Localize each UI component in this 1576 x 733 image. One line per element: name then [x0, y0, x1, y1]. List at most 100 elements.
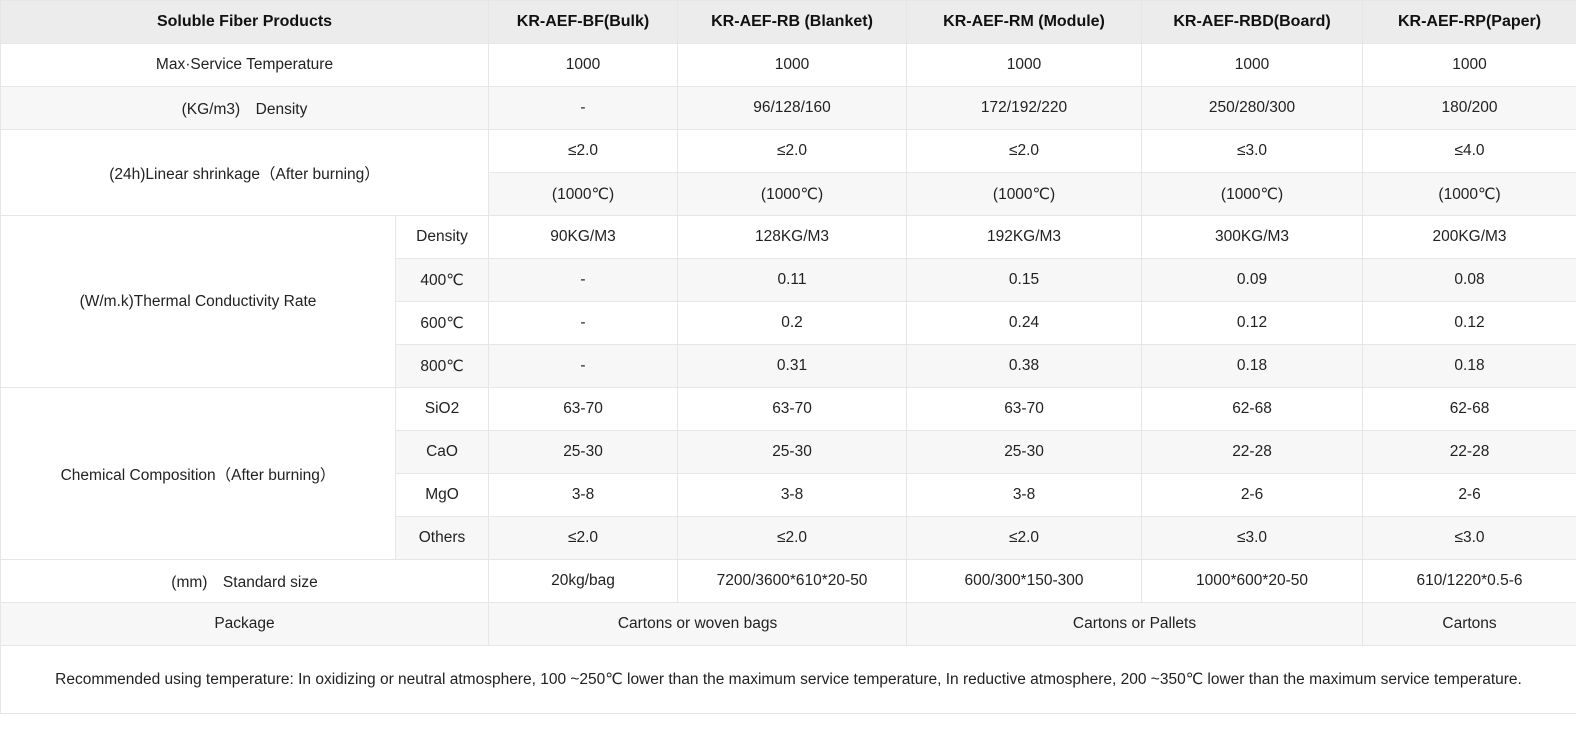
- row-max-temp: Max·Service Temperature 1000 1000 1000 1…: [0, 43, 1576, 87]
- row-label: Max·Service Temperature: [0, 43, 490, 87]
- cell: 63-70: [488, 387, 679, 431]
- row-shrinkage: (24h)Linear shrinkage（After burning） ≤2.…: [0, 129, 1576, 216]
- cell: ≤2.0: [677, 129, 908, 173]
- cell: 1000: [1362, 43, 1576, 87]
- cell: 96/128/160: [677, 86, 908, 130]
- row-label: (KG/m3) Density: [0, 86, 490, 130]
- cell: ≤3.0: [1141, 516, 1364, 560]
- row-label: (24h)Linear shrinkage（After burning）: [0, 129, 490, 216]
- cell: 2-6: [1362, 473, 1576, 517]
- sub-label: CaO: [394, 430, 490, 474]
- cell: 62-68: [1141, 387, 1364, 431]
- cell: ≤2.0: [906, 129, 1143, 173]
- cell: 1000: [906, 43, 1143, 87]
- cell: -: [488, 258, 679, 302]
- row-density: (KG/m3) Density - 96/128/160 172/192/220…: [0, 86, 1576, 130]
- cell: 0.15: [906, 258, 1143, 302]
- row-thermal-800: 800℃ - 0.31 0.38 0.18 0.18: [1, 344, 1576, 388]
- cell: 3-8: [488, 473, 679, 517]
- cell: (1000℃): [906, 172, 1143, 216]
- cell: 128KG/M3: [677, 215, 908, 259]
- header-product-board: KR-AEF-RBD(Board): [1141, 0, 1364, 44]
- cell: 0.11: [677, 258, 908, 302]
- cell: ≤2.0: [677, 516, 908, 560]
- row-chem-sio2: Chemical Composition（After burning） SiO2…: [0, 387, 1576, 560]
- row-chem-cao: CaO 25-30 25-30 25-30 22-28 22-28: [1, 430, 1576, 474]
- cell: ≤2.0: [488, 516, 679, 560]
- row-package: Package Cartons or woven bags Cartons or…: [0, 602, 1576, 646]
- cell: 22-28: [1141, 430, 1364, 474]
- row-label: (mm) Standard size: [0, 559, 490, 603]
- header-product-blanket: KR-AEF-RB (Blanket): [677, 0, 908, 44]
- cell: Cartons: [1362, 602, 1576, 646]
- header-product-module: KR-AEF-RM (Module): [906, 0, 1143, 44]
- sub-label: MgO: [394, 473, 490, 517]
- cell: (1000℃): [677, 172, 908, 216]
- cell: -: [488, 86, 679, 130]
- cell: 0.24: [906, 301, 1143, 345]
- cell: ≤2.0: [488, 129, 679, 173]
- header-product-paper: KR-AEF-RP(Paper): [1362, 0, 1576, 44]
- row-thermal-density: (W/m.k)Thermal Conductivity Rate Density…: [0, 215, 1576, 388]
- sub-label: SiO2: [394, 387, 490, 431]
- cell: ≤3.0: [1141, 129, 1364, 173]
- cell: 0.38: [906, 344, 1143, 388]
- row-label: Package: [0, 602, 490, 646]
- cell: 1000*600*20-50: [1141, 559, 1364, 603]
- cell: 25-30: [677, 430, 908, 474]
- cell: 0.08: [1362, 258, 1576, 302]
- cell: 0.12: [1362, 301, 1576, 345]
- cell: ≤4.0: [1362, 129, 1576, 173]
- cell: 63-70: [677, 387, 908, 431]
- cell: 172/192/220: [906, 86, 1143, 130]
- cell: 1000: [1141, 43, 1364, 87]
- row-thermal-600: 600℃ - 0.2 0.24 0.12 0.12: [1, 301, 1576, 345]
- cell: 90KG/M3: [488, 215, 679, 259]
- cell: 0.09: [1141, 258, 1364, 302]
- cell: 610/1220*0.5-6: [1362, 559, 1576, 603]
- cell: 0.2: [677, 301, 908, 345]
- sub-label: Density: [394, 215, 490, 259]
- header-product-label: Soluble Fiber Products: [0, 0, 490, 44]
- cell: 250/280/300: [1141, 86, 1364, 130]
- cell: 63-70: [906, 387, 1143, 431]
- header-product-bulk: KR-AEF-BF(Bulk): [488, 0, 679, 44]
- product-spec-table: Soluble Fiber Products KR-AEF-BF(Bulk) K…: [0, 0, 1576, 714]
- cell: 180/200: [1362, 86, 1576, 130]
- cell: 7200/3600*610*20-50: [677, 559, 908, 603]
- cell: 200KG/M3: [1362, 215, 1576, 259]
- cell: 0.12: [1141, 301, 1364, 345]
- row-shrinkage-temp: (1000℃) (1000℃) (1000℃) (1000℃) (1000℃): [1, 172, 1576, 216]
- cell: 300KG/M3: [1141, 215, 1364, 259]
- row-standard-size: (mm) Standard size 20kg/bag 7200/3600*61…: [0, 559, 1576, 603]
- cell: Cartons or Pallets: [906, 602, 1364, 646]
- sub-label: 800℃: [394, 344, 490, 388]
- sub-label: Others: [394, 516, 490, 560]
- row-label: (W/m.k)Thermal Conductivity Rate: [0, 215, 396, 388]
- row-label: Chemical Composition（After burning）: [0, 387, 396, 560]
- recommendation-note: Recommended using temperature: In oxidiz…: [0, 645, 1576, 714]
- cell: 25-30: [906, 430, 1143, 474]
- sub-label: 600℃: [394, 301, 490, 345]
- cell: 20kg/bag: [488, 559, 679, 603]
- cell: 3-8: [906, 473, 1143, 517]
- cell: -: [488, 301, 679, 345]
- cell: 25-30: [488, 430, 679, 474]
- row-note: Recommended using temperature: In oxidiz…: [0, 645, 1576, 714]
- cell: ≤2.0: [906, 516, 1143, 560]
- cell: -: [488, 344, 679, 388]
- cell: 3-8: [677, 473, 908, 517]
- cell: 1000: [677, 43, 908, 87]
- cell: (1000℃): [1141, 172, 1364, 216]
- cell: 62-68: [1362, 387, 1576, 431]
- cell: 0.31: [677, 344, 908, 388]
- cell: 22-28: [1362, 430, 1576, 474]
- cell: 192KG/M3: [906, 215, 1143, 259]
- cell: (1000℃): [1362, 172, 1576, 216]
- header-row: Soluble Fiber Products KR-AEF-BF(Bulk) K…: [0, 0, 1576, 44]
- cell: (1000℃): [488, 172, 679, 216]
- row-chem-others: Others ≤2.0 ≤2.0 ≤2.0 ≤3.0 ≤3.0: [1, 516, 1576, 560]
- cell: 600/300*150-300: [906, 559, 1143, 603]
- cell: 0.18: [1141, 344, 1364, 388]
- cell: 0.18: [1362, 344, 1576, 388]
